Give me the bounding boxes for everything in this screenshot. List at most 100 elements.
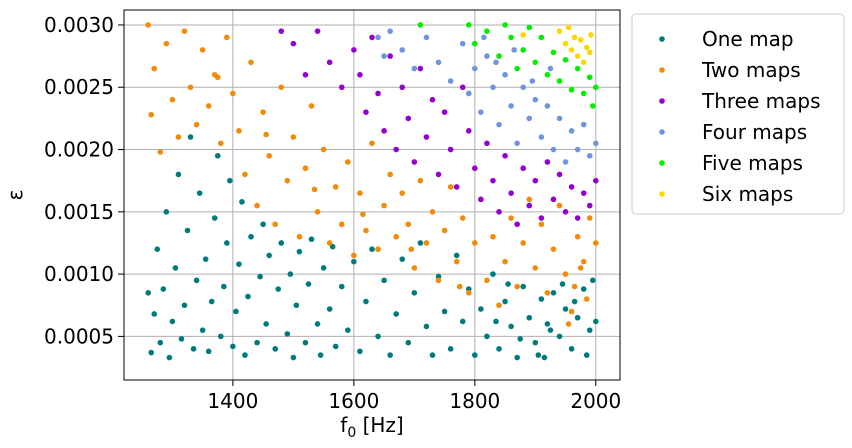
data-point: [484, 140, 490, 147]
data-point: [472, 352, 478, 358]
data-point: [230, 343, 236, 350]
data-point: [423, 240, 430, 246]
data-point: [224, 240, 230, 246]
data-point: [574, 314, 581, 321]
data-point: [520, 47, 527, 53]
data-point: [369, 34, 375, 41]
data-point: [408, 246, 415, 252]
data-point: [526, 314, 533, 321]
y-tick-label: 0.0015: [44, 200, 114, 224]
data-point: [387, 28, 393, 34]
data-point: [329, 243, 336, 250]
data-point: [163, 209, 170, 215]
data-point: [550, 289, 557, 296]
data-point: [423, 134, 430, 140]
data-point: [538, 296, 545, 302]
legend-label: Two maps: [701, 58, 801, 82]
data-point: [586, 327, 593, 333]
data-point: [169, 96, 176, 103]
data-point: [580, 258, 587, 265]
legend-box: [631, 13, 845, 215]
data-point: [490, 233, 496, 240]
data-point: [568, 346, 575, 352]
data-point: [345, 327, 351, 333]
data-point: [583, 44, 590, 51]
data-point: [357, 190, 363, 196]
data-point: [586, 49, 593, 56]
data-point: [478, 109, 484, 115]
data-point: [511, 47, 517, 53]
data-point: [381, 202, 387, 209]
data-point: [568, 184, 575, 190]
x-axis-label-base: f: [340, 413, 348, 437]
data-point: [586, 202, 593, 209]
data-point: [357, 348, 363, 355]
data-point: [538, 221, 545, 228]
data-point: [369, 246, 375, 252]
data-point: [526, 115, 533, 122]
x-axis-label-subscript: 0: [347, 425, 356, 441]
data-point: [496, 346, 502, 352]
data-point: [257, 273, 263, 280]
data-point: [236, 261, 242, 267]
data-point: [411, 65, 418, 72]
data-point: [571, 283, 578, 290]
data-point: [181, 302, 188, 309]
data-point: [532, 96, 539, 103]
data-point: [562, 40, 569, 47]
data-point: [314, 209, 321, 215]
data-point: [589, 277, 596, 284]
data-point: [290, 40, 297, 47]
data-point: [411, 265, 418, 271]
legend-marker: [659, 67, 665, 73]
data-point: [423, 323, 430, 330]
data-point: [465, 128, 472, 134]
data-point: [514, 65, 520, 72]
data-point: [502, 258, 508, 265]
data-point: [417, 22, 424, 28]
data-point: [375, 333, 381, 340]
data-point: [148, 349, 155, 356]
data-point: [302, 165, 309, 172]
data-point: [320, 146, 327, 153]
data-point: [453, 252, 460, 259]
data-point: [145, 289, 151, 296]
data-point: [535, 352, 542, 358]
data-point: [559, 281, 566, 287]
data-point: [544, 71, 551, 78]
data-point: [544, 321, 551, 327]
y-axis-ticks: 0.0005 0.0010 0.0015 0.0020 0.0025 0.0030: [44, 13, 124, 348]
data-point: [248, 233, 254, 240]
data-point: [360, 211, 366, 218]
data-point: [520, 240, 527, 246]
data-point: [429, 96, 436, 103]
legend-marker: [659, 98, 665, 104]
data-point: [502, 152, 508, 159]
data-point: [326, 240, 333, 246]
data-point: [417, 240, 424, 246]
x-axis-label-suffix: [Hz]: [356, 413, 404, 437]
legend-marker: [659, 129, 665, 135]
data-point: [169, 318, 176, 325]
data-point: [345, 159, 351, 165]
data-point: [387, 53, 393, 59]
x-tick-label: 1800: [449, 389, 500, 413]
data-point: [351, 258, 357, 265]
data-point: [417, 177, 424, 184]
data-point: [520, 283, 527, 290]
data-point: [154, 246, 161, 252]
data-point: [275, 286, 282, 292]
data-point: [369, 140, 375, 147]
data-point: [172, 265, 179, 271]
data-point: [496, 53, 502, 59]
data-point: [311, 186, 318, 193]
data-point: [502, 298, 508, 305]
data-point: [465, 289, 472, 296]
data-point: [284, 177, 291, 184]
data-point: [490, 84, 496, 91]
series-five-maps: [417, 22, 599, 109]
data-point: [502, 22, 508, 28]
data-point: [593, 318, 599, 325]
data-point: [163, 40, 170, 47]
series-one-map: [145, 134, 599, 361]
